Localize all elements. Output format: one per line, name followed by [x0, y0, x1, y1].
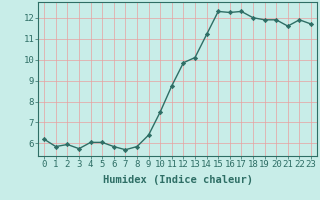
- X-axis label: Humidex (Indice chaleur): Humidex (Indice chaleur): [103, 175, 252, 185]
